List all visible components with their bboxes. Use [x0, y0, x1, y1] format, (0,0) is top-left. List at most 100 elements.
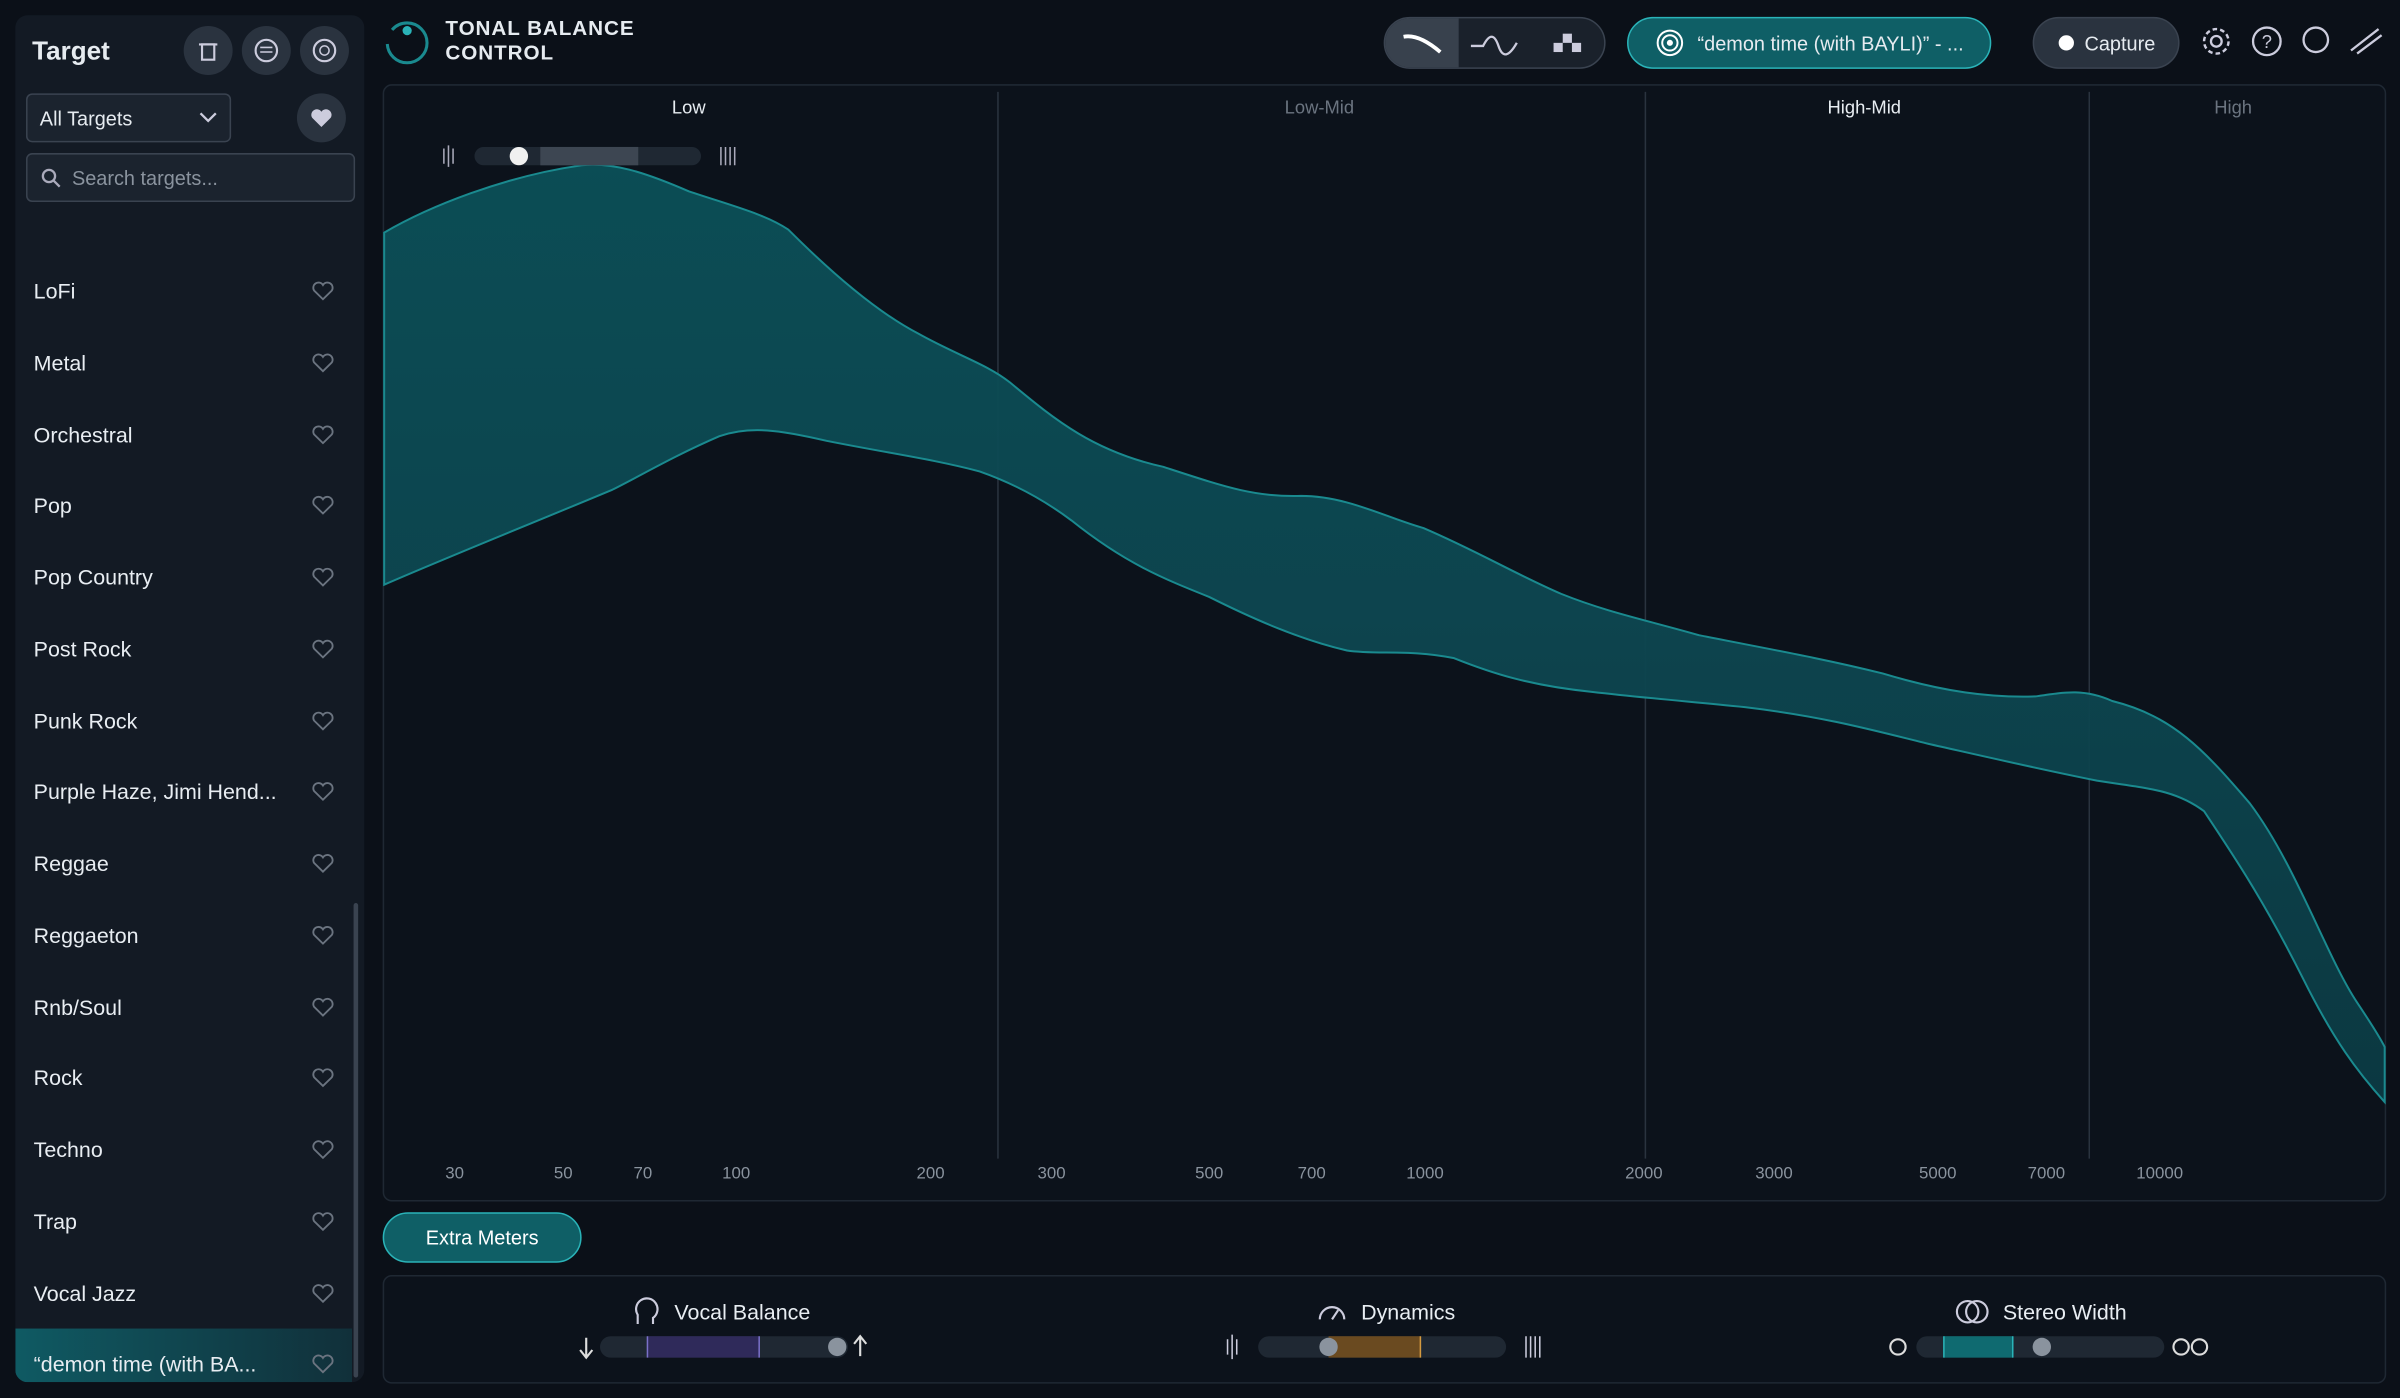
target-item[interactable]: Pop — [15, 470, 352, 540]
extra-meters-button[interactable]: Extra Meters — [382, 1212, 582, 1263]
target-name: Purple Haze, Jimi Hend... — [33, 779, 277, 804]
icon — [1656, 29, 1684, 57]
target-item[interactable]: Trap — [15, 1186, 352, 1256]
view-curve[interactable] — [1385, 18, 1459, 68]
target-item[interactable]: “demon time (with BA... — [15, 1328, 353, 1383]
target-item[interactable]: Techno — [15, 1114, 352, 1184]
search-placeholder: Search targets... — [71, 166, 218, 190]
icon — [311, 109, 332, 128]
favorite-icon[interactable] — [311, 495, 335, 516]
target-name: Metal — [33, 350, 87, 375]
icon — [1318, 1306, 1346, 1320]
target-item[interactable]: Orchestral — [15, 399, 352, 469]
band-label: High — [2214, 96, 2253, 118]
target-button[interactable]: “demon time (with BAYLI)” - ... — [1627, 16, 1992, 69]
stereo-width-meter: Stereo Width — [1954, 1296, 2127, 1327]
target-item[interactable]: Rnb/Soul — [15, 971, 352, 1041]
icon — [254, 38, 279, 63]
favorite-icon[interactable] — [311, 566, 335, 587]
help-icon[interactable]: ? — [2251, 26, 2282, 57]
delete-button[interactable] — [183, 26, 233, 75]
frequency-label: 30 — [445, 1164, 464, 1184]
favorite-icon[interactable] — [311, 1210, 335, 1231]
favorite-icon[interactable] — [311, 1139, 335, 1160]
view-switch — [1383, 16, 1606, 69]
target-item[interactable]: Pop Country — [15, 542, 352, 612]
app-title-line: TONAL BALANCE — [445, 16, 635, 40]
favorite-icon[interactable] — [311, 781, 335, 802]
meter-label: Dynamics — [1361, 1299, 1456, 1324]
logo — [385, 21, 429, 65]
target-name: “demon time (with BA... — [33, 1351, 257, 1377]
frequency-label: 3000 — [1755, 1164, 1793, 1184]
frequency-label: 200 — [916, 1164, 945, 1184]
icon — [198, 43, 218, 61]
favorite-icon[interactable] — [311, 352, 335, 373]
dynamics-bar — [1226, 1334, 1541, 1360]
add-target-button[interactable] — [299, 26, 349, 75]
frequency-label: 10000 — [2136, 1164, 2184, 1184]
target-name: Rnb/Soul — [33, 994, 122, 1019]
target-item[interactable]: Reggaeton — [15, 900, 352, 970]
target-item[interactable]: Post Rock — [15, 613, 352, 683]
favorite-icon[interactable] — [311, 423, 335, 444]
meters-panel — [382, 1274, 2387, 1384]
target-name: Trap — [33, 1208, 77, 1234]
link-icon[interactable] — [2350, 28, 2383, 55]
search-box[interactable]: Search targets... — [26, 153, 356, 203]
target-item[interactable]: Reggae — [15, 828, 352, 898]
target-list: LoFi Metal Orchestral Pop Pop Country Post Ro… — [15, 208, 353, 1383]
favorite-icon[interactable] — [311, 853, 335, 874]
target-item[interactable]: Purple Haze, Jimi Hend... — [15, 756, 352, 826]
icon — [635, 1297, 659, 1324]
icon — [1403, 34, 1442, 54]
favorite-icon[interactable] — [311, 924, 335, 945]
target-item[interactable]: LoFi — [15, 256, 352, 326]
favorite-icon[interactable] — [311, 996, 335, 1017]
sidebar-title: Target — [32, 36, 110, 66]
scrollbar[interactable] — [353, 903, 359, 1378]
favorite-icon[interactable] — [311, 709, 335, 730]
target-range-band — [383, 163, 2386, 1105]
target-name: Punk Rock — [33, 707, 138, 733]
target-button-label: “demon time (with BAYLI)” - ... — [1697, 31, 1964, 55]
target-name: Reggaeton — [33, 922, 139, 948]
chat-icon[interactable] — [2302, 26, 2330, 54]
capture-button[interactable]: Capture — [2032, 16, 2180, 69]
view-eq[interactable] — [1459, 18, 1532, 67]
target-item[interactable]: Punk Rock — [15, 685, 352, 755]
dynamics-meter: Dynamics — [1315, 1296, 1455, 1327]
favorite-icon[interactable] — [311, 638, 335, 659]
target-name: Post Rock — [33, 636, 132, 661]
frequency-label: 300 — [1037, 1164, 1066, 1184]
target-item[interactable]: Metal — [15, 327, 352, 397]
list-button[interactable] — [241, 26, 291, 75]
favorite-icon[interactable] — [311, 1067, 335, 1088]
range-slider[interactable] — [443, 145, 736, 167]
favorite-icon[interactable] — [311, 1353, 335, 1374]
favorite-icon[interactable] — [311, 280, 335, 301]
target-item[interactable]: Rock — [15, 1043, 352, 1113]
target-name: Pop Country — [33, 564, 153, 590]
vocal-balance-meter: Vocal Balance — [629, 1296, 810, 1327]
target-item[interactable]: Vocal Jazz — [15, 1257, 352, 1327]
extra-meters-label: Extra Meters — [425, 1226, 539, 1249]
frequency-label: 500 — [1195, 1164, 1224, 1184]
vocal-balance-bar — [579, 1334, 868, 1360]
filter-dropdown[interactable]: All Targets — [26, 93, 232, 143]
favorite-icon[interactable] — [311, 1282, 335, 1303]
favorites-button[interactable] — [296, 93, 346, 143]
view-bars[interactable] — [1532, 18, 1604, 67]
icon — [1470, 35, 1518, 56]
icon — [2058, 35, 2074, 51]
meter-bars — [579, 1334, 2209, 1360]
band-label: High-Mid — [1827, 96, 1902, 118]
target-name: Reggae — [33, 851, 109, 876]
frequency-label: 2000 — [1625, 1164, 1663, 1184]
app-title: TONAL BALANCE CONTROL — [445, 17, 634, 66]
svg-text:?: ? — [2262, 31, 2272, 52]
frequency-label: 100 — [722, 1164, 751, 1184]
frequency-label: 50 — [553, 1164, 573, 1184]
